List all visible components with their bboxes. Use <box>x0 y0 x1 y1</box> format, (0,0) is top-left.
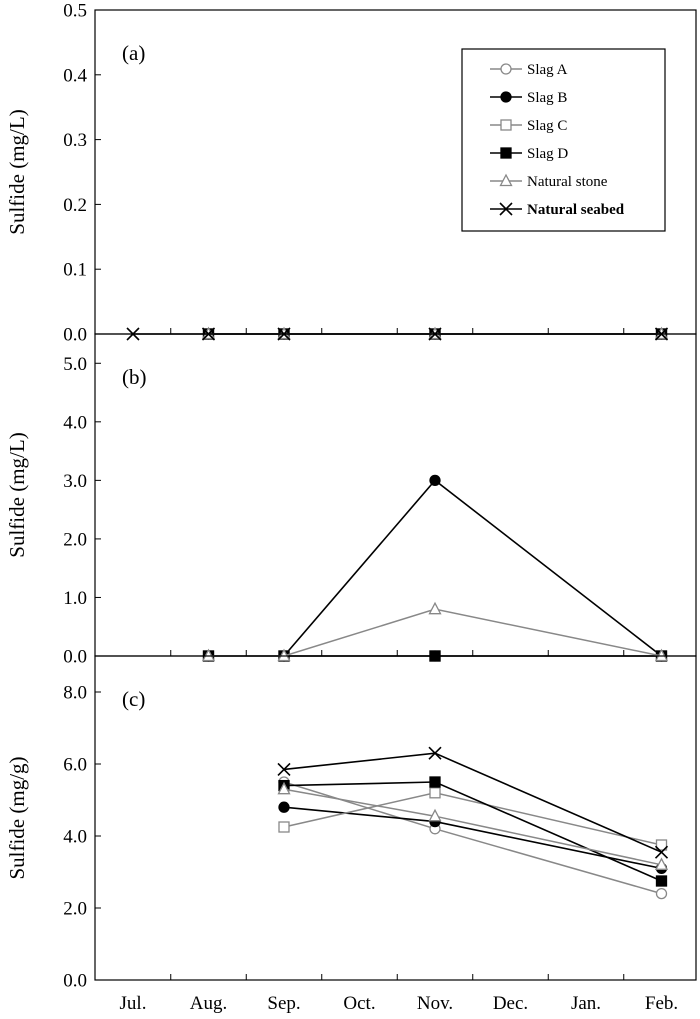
data-point <box>654 857 669 870</box>
x-axis: Jul. Aug. Sep. Oct. Nov. Dec. Jan. Feb. <box>120 328 678 1014</box>
y-tick-label: 8.0 <box>63 683 87 704</box>
data-point <box>277 762 291 776</box>
data-point <box>654 648 669 662</box>
data-point <box>277 648 291 662</box>
legend-marker <box>499 173 513 187</box>
y-tick-label: 0.0 <box>63 325 87 346</box>
y-axis-title: Sulfide (mg/L) <box>5 432 29 557</box>
x-tick-label: Dec. <box>493 993 528 1014</box>
y-tick-label: 2.0 <box>63 899 87 920</box>
series-line <box>283 792 662 846</box>
y-tick-label: 2.0 <box>63 529 87 550</box>
legend-marker <box>500 147 512 159</box>
panel-label: (b) <box>122 365 147 389</box>
data-point <box>655 887 668 900</box>
y-tick-label: 4.0 <box>63 827 87 848</box>
series-line <box>283 752 662 853</box>
x-tick-label: Feb. <box>645 993 678 1014</box>
data-point <box>429 474 441 487</box>
legend-marker <box>499 202 513 216</box>
data-point <box>655 875 668 887</box>
y-tick-label: 5.0 <box>63 354 87 375</box>
legend-label: Natural seabed <box>527 202 625 218</box>
legend-label: Natural stone <box>527 174 608 190</box>
data-point <box>429 776 441 788</box>
y-tick-label: 1.0 <box>63 588 87 609</box>
legend-label: Slag B <box>527 90 567 106</box>
legend-label: Slag A <box>527 62 568 78</box>
y-tick-label: 3.0 <box>63 471 87 492</box>
panel-label: (c) <box>122 687 145 711</box>
legend: Slag A Slag B Slag C Slag D Natural stone Nat… <box>461 48 666 232</box>
legend-box <box>461 48 666 232</box>
series-slag-b <box>202 474 668 662</box>
series-slag-a <box>278 776 668 900</box>
y-tick-label: 6.0 <box>63 755 87 776</box>
legend-marker <box>500 63 512 75</box>
legend-item-slag-a: Slag A <box>490 62 568 78</box>
data-point <box>428 601 442 615</box>
legend-label: Slag D <box>527 146 568 162</box>
x-tick-label: Aug. <box>190 993 227 1014</box>
series-natural-seabed <box>277 746 669 859</box>
y-tick-label: 0.2 <box>63 195 87 216</box>
x-tick-label: Jan. <box>571 993 601 1014</box>
legend-item-slag-c: Slag C <box>490 118 567 134</box>
series-line <box>208 479 662 657</box>
x-tick-label: Oct. <box>343 993 375 1014</box>
data-point <box>278 801 290 813</box>
panel-c: 0.0 2.0 4.0 6.0 8.0 Sulfide (mg/g) (c) <box>5 655 697 992</box>
data-point <box>428 808 442 822</box>
x-tick-label: Nov. <box>417 993 453 1014</box>
data-point <box>277 781 291 795</box>
panel-label: (a) <box>122 41 145 65</box>
data-point <box>428 746 442 760</box>
y-tick-label: 0.5 <box>63 1 87 22</box>
legend-item-slag-b: Slag B <box>490 90 567 106</box>
y-tick-label: 0.0 <box>63 647 87 668</box>
data-point <box>278 821 290 833</box>
plot-frame <box>94 333 697 657</box>
series-natural-stone <box>277 781 669 870</box>
x-tick-label: Sep. <box>267 993 300 1014</box>
y-tick-label: 0.3 <box>63 130 87 151</box>
y-axis-title: Sulfide (mg/g) <box>5 756 29 879</box>
series-slag-b <box>278 801 668 875</box>
data-point <box>201 648 216 662</box>
y-tick-label: 0.1 <box>63 260 87 281</box>
y-tick-label: 0.0 <box>63 971 87 992</box>
legend-marker <box>500 91 512 103</box>
legend-item-natural-stone: Natural stone <box>490 173 608 190</box>
y-tick-label: 4.0 <box>63 412 87 433</box>
legend-item-slag-d: Slag D <box>490 146 568 162</box>
legend-marker <box>500 119 512 131</box>
data-point <box>429 787 441 799</box>
data-point <box>654 845 669 859</box>
series-slag-c <box>278 787 668 851</box>
series-slag-d <box>278 776 668 887</box>
series-line <box>208 608 662 657</box>
y-axis-title: Sulfide (mg/L) <box>5 109 29 234</box>
series-line <box>283 806 662 870</box>
x-tick-label: Jul. <box>120 993 147 1014</box>
y-tick-label: 0.4 <box>63 65 87 86</box>
legend-item-natural-seabed: Natural seabed <box>490 202 625 218</box>
data-point <box>655 839 668 851</box>
panel-b: 0.0 1.0 2.0 3.0 4.0 5.0 Sulfide (mg/L) (b) <box>5 333 697 668</box>
legend-label: Slag C <box>527 118 567 134</box>
plot-frame <box>94 655 697 981</box>
